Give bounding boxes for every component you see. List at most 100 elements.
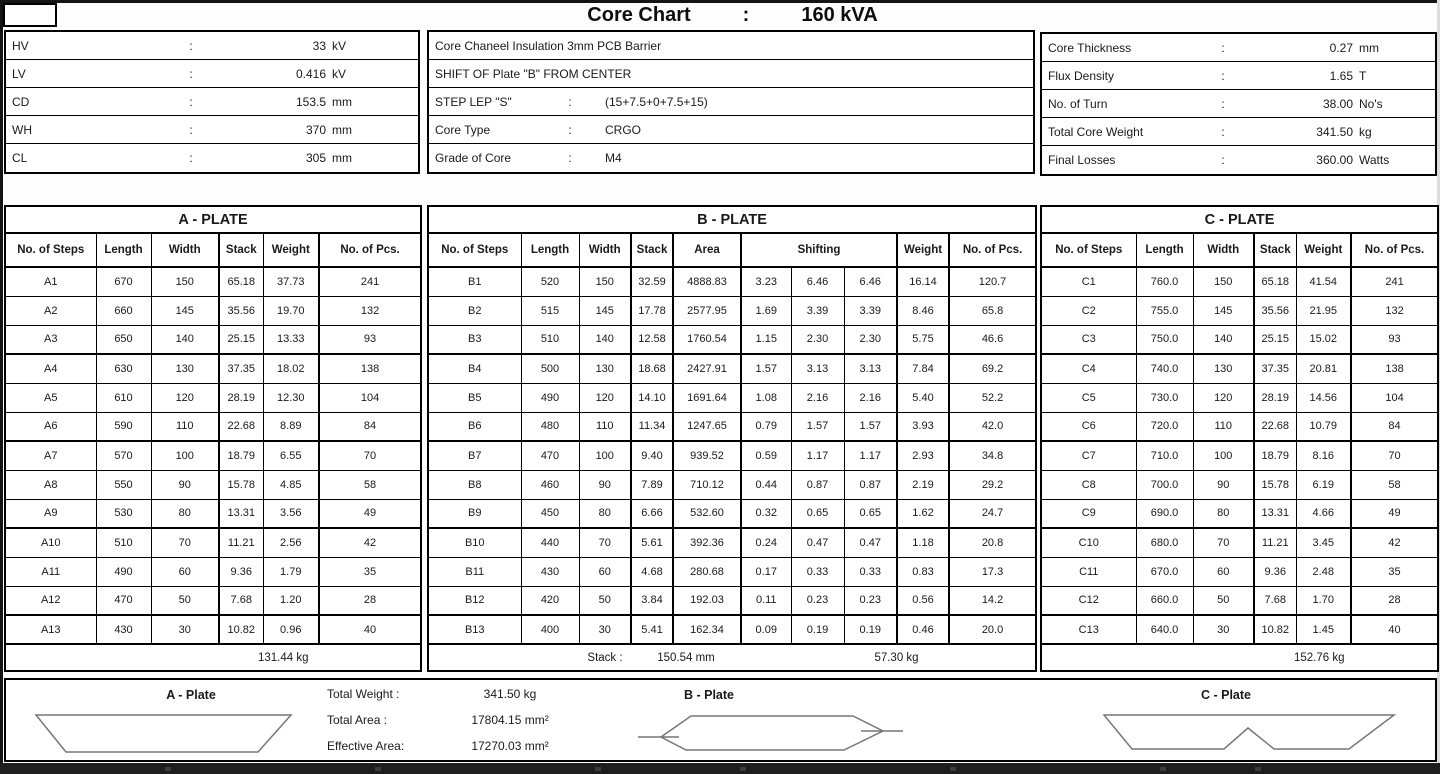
table-cell: 7.68	[218, 585, 264, 616]
table-cell: 10.82	[1253, 614, 1297, 645]
table-cell: 18.79	[1253, 440, 1297, 471]
info-row-cl: CL : 305 mm	[6, 144, 418, 172]
table-cell: A4	[4, 353, 97, 384]
table-cell: 11.21	[1253, 527, 1297, 558]
table-cell: 520	[520, 266, 580, 297]
table-cell: 2.16	[843, 382, 898, 413]
table-cell: 460	[520, 469, 580, 500]
table-row: A3 650 140 25.15 13.33 93	[4, 324, 422, 355]
table-cell: 3.93	[896, 411, 950, 442]
table-cell: A11	[4, 556, 97, 587]
table-cell: 8.46	[896, 295, 950, 326]
info-label: Total Core Weight	[1048, 124, 1144, 139]
info-value: 153.5	[295, 94, 326, 109]
table-cell: 660	[95, 295, 152, 326]
table-cell: 670.0	[1135, 556, 1194, 587]
col-header: Weight	[896, 232, 950, 268]
c-plate-shape-drawing	[1102, 714, 1397, 750]
table-cell: 6.55	[262, 440, 320, 471]
table-row: B2 515 145 17.78 2577.95 1.69 3.39 3.39 8.46 65.8	[427, 295, 1037, 326]
table-cell: 2.19	[896, 469, 950, 500]
c-plate-footer-row: 152.76 kg	[1041, 643, 1439, 672]
table-cell: A2	[4, 295, 97, 326]
table-cell: 35	[317, 556, 422, 587]
effective-area-row: Effective Area: 17270.03 mm²	[327, 736, 585, 756]
info-value: CRGO	[605, 122, 641, 137]
table-cell: 132	[317, 295, 422, 326]
table-cell: 65.18	[1253, 266, 1297, 297]
table-row: A9 530 80 13.31 3.56 49	[4, 498, 422, 529]
table-cell: 0.59	[740, 440, 792, 471]
table-cell: 515	[520, 295, 580, 326]
info-value: (15+7.5+0+7.5+15)	[605, 94, 708, 109]
table-cell: 25.15	[1253, 324, 1297, 355]
title-colon: :	[742, 4, 750, 26]
info-label: Core Thickness	[1048, 40, 1132, 55]
table-cell: 22.68	[1253, 411, 1297, 442]
table-cell: 4888.83	[672, 266, 742, 297]
table-cell: C5	[1040, 382, 1137, 413]
table-cell: 12.30	[262, 382, 320, 413]
table-row: B9 450 80 6.66 532.60 0.32 0.65 0.65 1.62 24.7	[427, 498, 1037, 529]
table-cell: 1.70	[1295, 585, 1352, 616]
page-title: Core Chart : 160 kVA	[430, 2, 1035, 29]
info-unit: mm	[332, 122, 352, 137]
table-cell: 65.18	[218, 266, 264, 297]
info-colon: :	[189, 66, 193, 81]
col-header: Width	[578, 232, 632, 268]
title-label: Core Chart	[587, 4, 691, 26]
table-cell: 25.15	[218, 324, 264, 355]
table-cell: 0.09	[740, 614, 792, 645]
table-row: C11 670.0 60 9.36 2.48 35	[1040, 556, 1439, 587]
table-cell: 0.19	[843, 614, 898, 645]
table-row: A8 550 90 15.78 4.85 58	[4, 469, 422, 500]
table-row: A13 430 30 10.82 0.96 40	[4, 614, 422, 645]
table-cell: 110	[578, 411, 632, 442]
table-row: B13 400 30 5.41 162.34 0.09 0.19 0.19 0.46 20.0	[427, 614, 1037, 645]
table-cell: 6.46	[790, 266, 845, 297]
corner-cell	[3, 3, 57, 27]
table-cell: 1.79	[262, 556, 320, 587]
table-cell: 0.23	[790, 585, 845, 616]
table-cell: A6	[4, 411, 97, 442]
table-cell: 420	[520, 585, 580, 616]
col-header: Stack	[630, 232, 674, 268]
table-cell: C3	[1040, 324, 1137, 355]
c-plate-title: C - PLATE	[1040, 205, 1439, 234]
table-cell: C1	[1040, 266, 1137, 297]
table-cell: 740.0	[1135, 353, 1194, 384]
table-cell: 1.57	[740, 353, 792, 384]
table-cell: B9	[427, 498, 522, 529]
table-row: A4 630 130 37.35 18.02 138	[4, 353, 422, 384]
table-cell: 0.65	[843, 498, 898, 529]
top-edge-line	[0, 0, 1440, 3]
table-cell: 8.89	[262, 411, 320, 442]
table-cell: 17.78	[630, 295, 674, 326]
table-cell: 100	[578, 440, 632, 471]
a-plate-table: A - PLATE No. of Steps Length Width Stac…	[4, 205, 423, 672]
info-colon: :	[189, 94, 193, 109]
table-cell: 760.0	[1135, 266, 1194, 297]
table-cell: 20.0	[947, 614, 1037, 645]
info-colon: :	[568, 122, 572, 137]
table-cell: 150	[578, 266, 632, 297]
table-cell: 100	[1192, 440, 1255, 471]
a-plate-footer-row: 131.44 kg	[5, 643, 422, 672]
table-cell: 70	[578, 527, 632, 558]
table-cell: 18.68	[630, 353, 674, 384]
table-cell: 530	[95, 498, 152, 529]
b-plate-title-row: B - PLATE	[427, 205, 1037, 234]
table-cell: A10	[4, 527, 97, 558]
table-cell: 6.46	[843, 266, 898, 297]
total-area-value: 17804.15 mm²	[471, 713, 549, 727]
table-row: A7 570 100 18.79 6.55 70	[4, 440, 422, 471]
table-cell: 80	[578, 498, 632, 529]
table-cell: C11	[1040, 556, 1137, 587]
table-cell: 1.45	[1295, 614, 1352, 645]
table-cell: 510	[520, 324, 580, 355]
info-colon: :	[1221, 124, 1225, 139]
table-cell: 650	[95, 324, 152, 355]
info-unit: mm	[1359, 40, 1379, 55]
table-cell: 5.61	[630, 527, 674, 558]
info-row-cd: CD : 153.5 mm	[6, 88, 418, 116]
